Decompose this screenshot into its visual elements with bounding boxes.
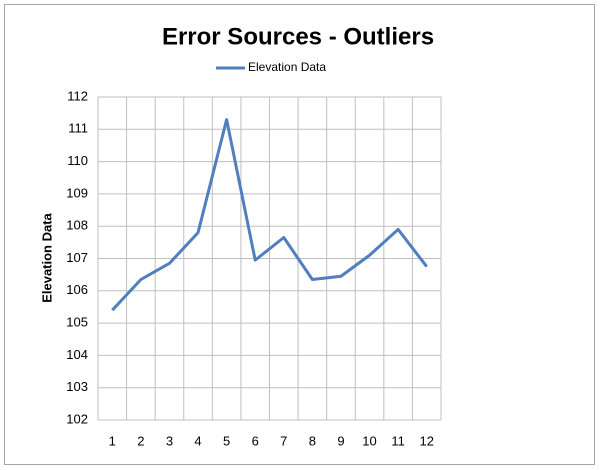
x-tick-label: 5 — [223, 433, 230, 448]
y-tick-label: 108 — [66, 218, 88, 233]
x-tick-label: 7 — [280, 433, 287, 448]
y-tick-label: 107 — [66, 250, 88, 265]
y-tick-label: 111 — [68, 121, 88, 136]
data-line — [111, 118, 428, 312]
y-tick-label: 102 — [66, 411, 88, 426]
y-tick-label: 109 — [66, 185, 88, 200]
y-tick-label: 104 — [66, 347, 88, 362]
x-tick-label: 6 — [252, 433, 259, 448]
y-tick-label: 112 — [67, 88, 88, 103]
y-tick-label: 105 — [66, 315, 88, 330]
x-tick-label: 4 — [194, 433, 201, 448]
y-axis-label: Elevation Data — [39, 212, 54, 302]
x-tick-label: 9 — [337, 433, 344, 448]
x-tick-label: 12 — [419, 433, 433, 448]
x-tick-label: 2 — [137, 433, 144, 448]
x-tick-label: 10 — [362, 433, 376, 448]
legend-label: Elevation Data — [248, 60, 326, 74]
x-tick-label: 1 — [109, 433, 116, 448]
chart-title: Error Sources - Outliers — [162, 23, 434, 50]
x-tick-label: 11 — [391, 433, 405, 448]
y-tick-label: 103 — [66, 379, 88, 394]
y-tick-label: 106 — [66, 282, 88, 297]
x-tick-label: 8 — [309, 433, 316, 448]
y-tick-label: 110 — [67, 153, 88, 168]
x-tick-label: 3 — [166, 433, 173, 448]
